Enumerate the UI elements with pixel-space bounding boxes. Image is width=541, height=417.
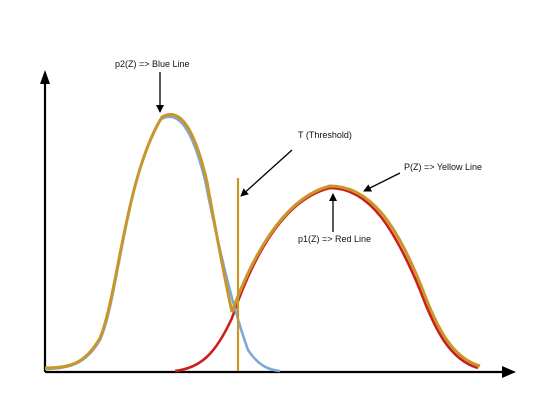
threshold-arrow xyxy=(240,149,293,197)
blue-line-p2 xyxy=(44,115,281,373)
x-axis-arrowhead xyxy=(502,366,516,378)
label-p: P(Z) => Yellow Line xyxy=(404,162,482,172)
axes xyxy=(40,70,516,378)
yellow-line-left-lobe xyxy=(44,113,234,370)
label-p1: p1(Z) => Red Line xyxy=(298,234,371,244)
label-p2: p2(Z) => Blue Line xyxy=(115,59,190,69)
label-threshold: T (Threshold) xyxy=(298,130,352,140)
p-arrow xyxy=(363,172,401,192)
yellow-line-p xyxy=(44,113,481,370)
annotation-arrows xyxy=(156,72,401,232)
yellow-line-right-lobe xyxy=(230,184,481,368)
y-axis-arrowhead xyxy=(40,70,50,84)
red-line-p1 xyxy=(174,186,479,373)
